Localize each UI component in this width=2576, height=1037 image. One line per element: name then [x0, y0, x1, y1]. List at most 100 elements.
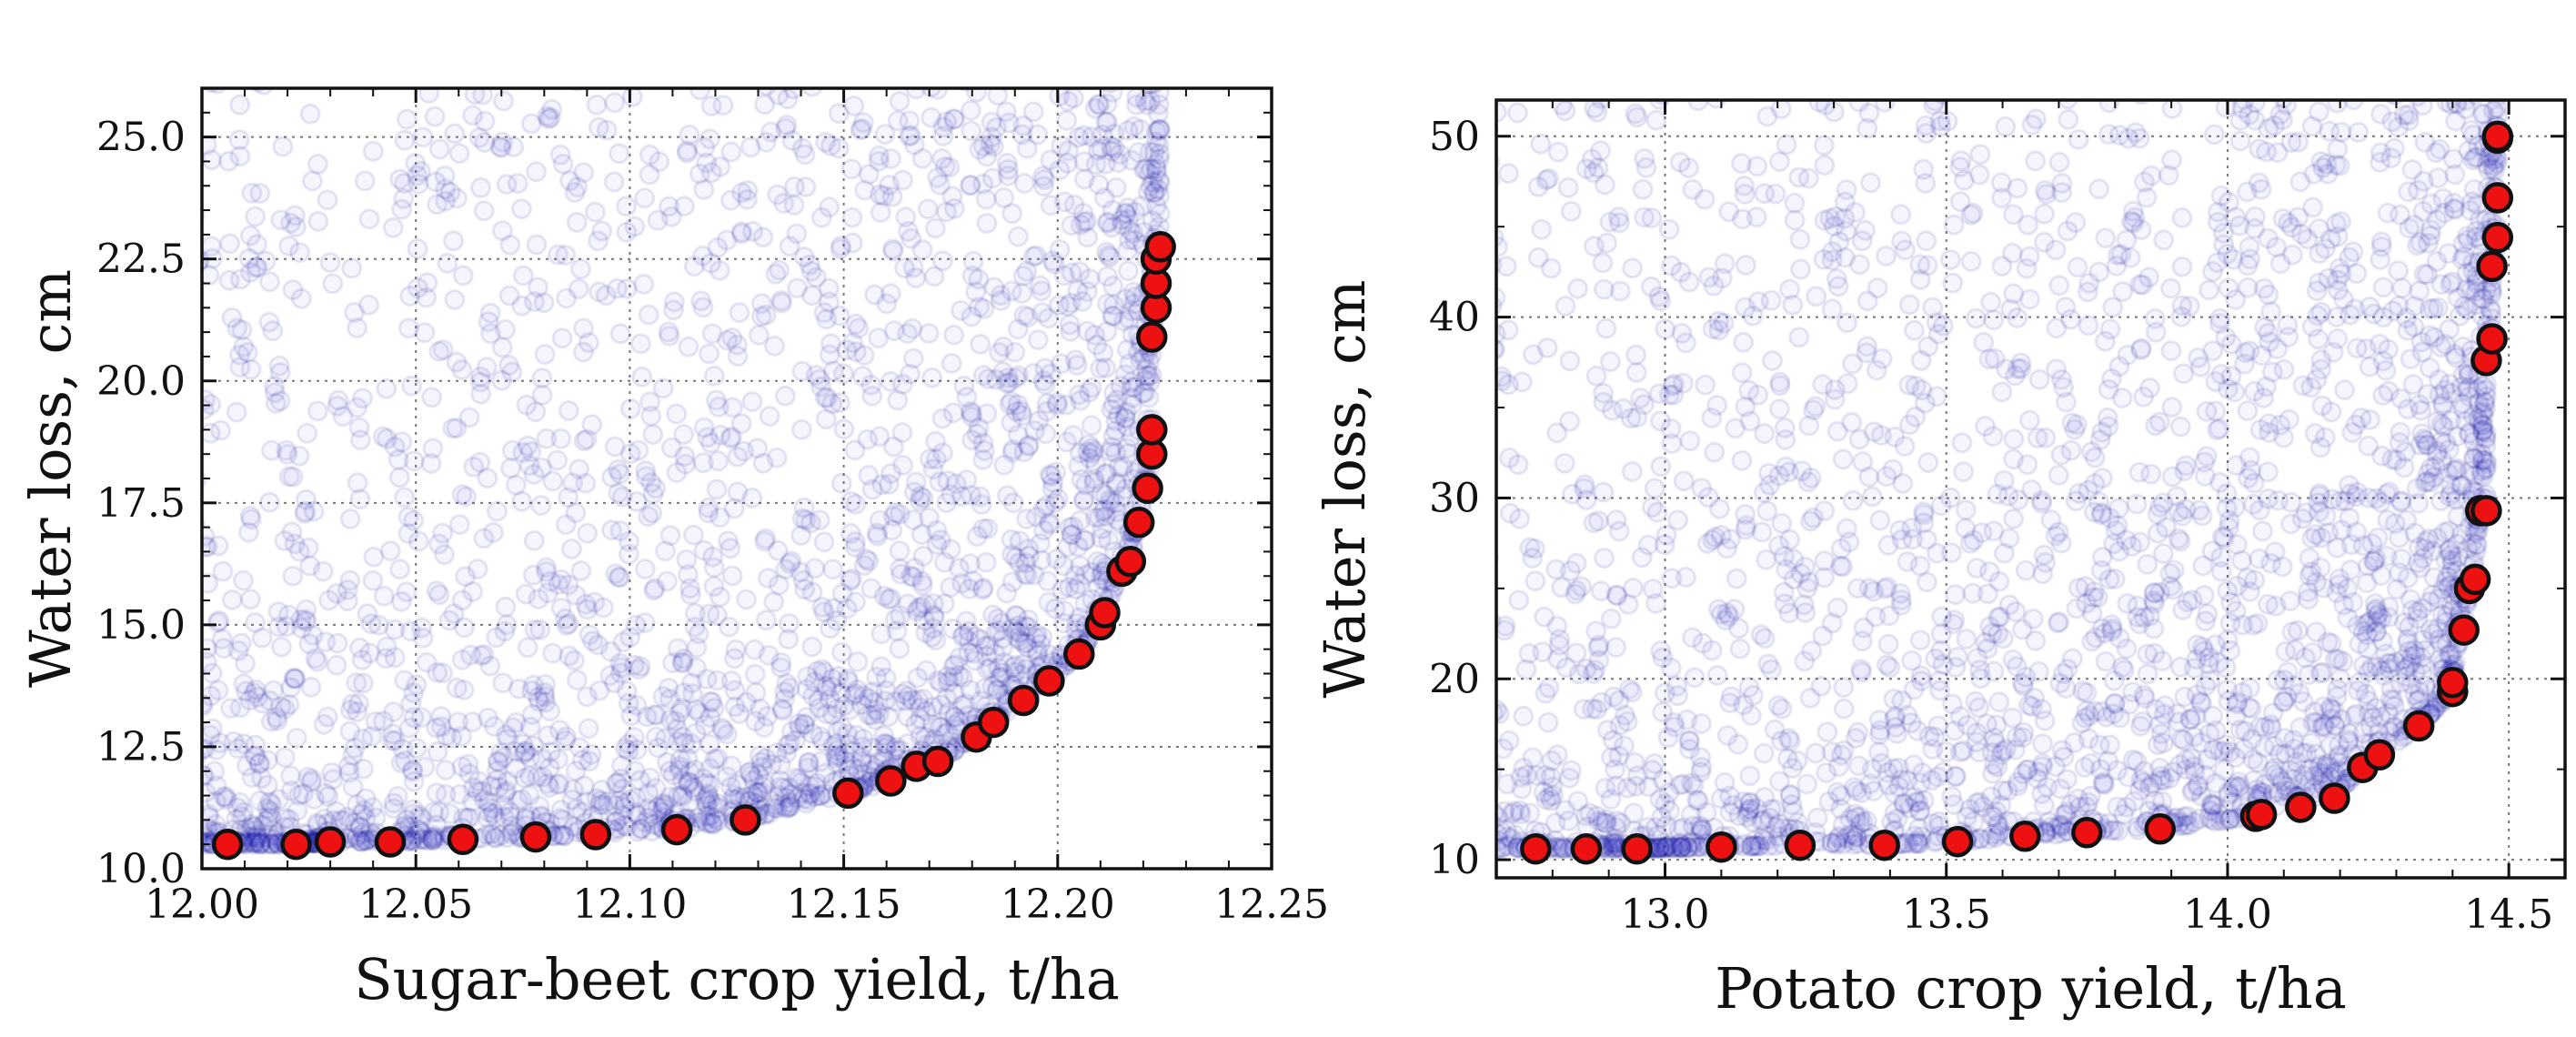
- x-tick-label: 12.10: [572, 881, 687, 928]
- cloud-point: [1033, 169, 1055, 190]
- cloud-point: [1632, 178, 1654, 200]
- cloud-point: [2345, 486, 2367, 508]
- cloud-point: [992, 336, 1014, 357]
- pareto-point: [280, 828, 312, 861]
- cloud-point: [799, 776, 820, 797]
- cloud-point: [436, 725, 458, 747]
- cloud-point: [925, 68, 943, 86]
- cloud-point: [667, 730, 689, 752]
- cloud-point: [453, 617, 475, 639]
- cloud-point: [770, 770, 791, 791]
- cloud-point: [2196, 446, 2218, 468]
- cloud-point: [889, 503, 911, 525]
- cloud-point: [679, 771, 700, 793]
- cloud-point: [2144, 307, 2166, 329]
- cloud-point: [946, 68, 964, 86]
- cloud-point: [1102, 306, 1124, 327]
- cloud-point: [531, 748, 553, 770]
- cloud-point: [1009, 629, 1031, 651]
- cloud-point: [1069, 442, 1091, 464]
- cloud-point: [931, 694, 952, 716]
- cloud-point: [1530, 133, 1552, 155]
- cloud-point: [591, 780, 612, 800]
- cloud-point: [272, 136, 294, 157]
- cloud-point: [245, 679, 267, 700]
- cloud-point: [245, 734, 267, 756]
- cloud-point: [1056, 109, 1078, 131]
- cloud-point: [830, 472, 852, 494]
- cloud-point: [1826, 597, 1848, 619]
- cloud-point: [352, 728, 374, 750]
- cloud-point: [1122, 377, 1142, 398]
- cloud-point: [850, 694, 872, 716]
- cloud-point: [745, 62, 763, 80]
- cloud-point: [745, 710, 767, 732]
- cloud-point: [1030, 532, 1051, 554]
- cloud-point: [247, 686, 268, 708]
- cloud-point: [2202, 705, 2224, 727]
- cloud-point: [910, 697, 931, 719]
- x-tick-label: 12.25: [1214, 881, 1329, 928]
- cloud-point: [879, 175, 901, 196]
- cloud-point: [491, 131, 513, 153]
- cloud-point: [439, 803, 461, 825]
- cloud-point: [793, 497, 815, 518]
- cloud-point: [307, 153, 328, 175]
- cloud-point: [908, 690, 930, 710]
- cloud-point: [1067, 280, 1089, 301]
- cloud-point: [703, 576, 725, 598]
- cloud-point: [1473, 775, 1491, 793]
- cloud-point: [483, 716, 505, 738]
- cloud-point: [1140, 371, 1162, 392]
- cloud-point: [280, 212, 302, 234]
- cloud-point: [609, 323, 631, 345]
- cloud-point: [556, 287, 578, 309]
- cloud-point: [781, 720, 802, 742]
- cloud-point: [2120, 210, 2142, 232]
- cloud-point: [700, 252, 722, 274]
- cloud-point: [911, 239, 933, 261]
- cloud-point: [396, 108, 418, 130]
- cloud-point: [701, 813, 723, 835]
- cloud-point: [619, 627, 641, 649]
- cloud-point: [1148, 134, 1170, 156]
- cloud-point: [695, 788, 716, 810]
- cloud-point: [294, 502, 316, 524]
- cloud-point: [839, 699, 860, 720]
- cloud-point: [1033, 498, 1054, 519]
- cloud-point: [693, 417, 715, 438]
- cloud-point: [880, 588, 901, 609]
- cloud-point: [932, 126, 954, 146]
- pareto-point: [314, 826, 347, 858]
- cloud-point: [880, 462, 901, 484]
- cloud-point: [241, 826, 263, 848]
- cloud-point: [2088, 178, 2110, 200]
- cloud-point: [699, 432, 721, 454]
- cloud-point: [1088, 174, 1110, 196]
- cloud-point: [1774, 417, 1796, 438]
- cloud-point: [737, 188, 758, 210]
- cloud-point: [1901, 649, 1923, 671]
- cloud-point: [358, 294, 379, 316]
- cloud-point: [779, 677, 800, 699]
- cloud-point: [1130, 349, 1152, 371]
- cloud-point: [2239, 237, 2260, 258]
- cloud-point: [614, 792, 636, 814]
- cloud-point: [748, 781, 770, 803]
- cloud-point: [327, 632, 348, 654]
- cloud-point: [858, 164, 880, 186]
- cloud-point: [853, 345, 875, 366]
- cloud-point: [642, 483, 664, 505]
- cloud-point: [779, 553, 800, 574]
- cloud-point: [843, 95, 865, 116]
- cloud-point: [2304, 423, 2326, 444]
- cloud-point: [610, 768, 632, 790]
- cloud-point: [915, 700, 937, 722]
- cloud-point: [2220, 592, 2242, 614]
- cloud-point: [202, 265, 220, 287]
- cloud-point: [550, 598, 572, 619]
- cloud-point: [1796, 773, 1818, 795]
- cloud-point: [1945, 765, 1967, 787]
- cloud-point: [213, 786, 235, 808]
- cloud-point: [640, 472, 662, 494]
